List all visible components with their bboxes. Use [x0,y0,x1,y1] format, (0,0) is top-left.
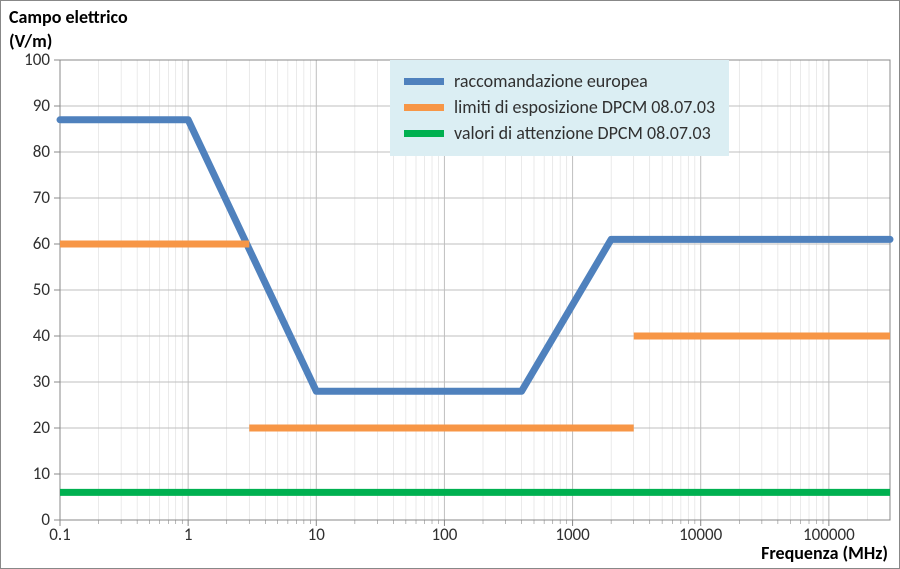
x-tick-label: 10 [276,524,356,545]
y-axis-title-line1: Campo elettrico [9,6,128,28]
legend-swatch [404,104,444,111]
legend-label: valori di attenzione DPCM 08.07.03 [454,122,711,144]
y-tick-label: 30 [33,371,50,392]
y-tick-label: 100 [24,49,50,70]
legend-label: limiti di esposizione DPCM 08.07.03 [454,96,715,118]
y-tick-label: 40 [33,325,50,346]
x-tick-label: 1000 [533,524,613,545]
y-tick-label: 60 [33,233,50,254]
y-tick-label: 70 [33,187,50,208]
y-tick-label: 90 [33,95,50,116]
legend-swatch [404,130,444,137]
legend-swatch [404,78,444,85]
x-tick-label: 100 [404,524,484,545]
y-tick-label: 50 [33,279,50,300]
legend-label: raccomandazione europea [454,70,648,92]
legend-item-raccomandazione: raccomandazione europea [404,70,715,92]
chart-container: Campo elettrico (V/m) Frequenza (MHz) ra… [0,0,900,569]
y-tick-label: 10 [33,463,50,484]
x-tick-label: 0.1 [20,524,100,545]
x-tick-label: 100000 [789,524,869,545]
y-tick-label: 80 [33,141,50,162]
x-tick-label: 1 [148,524,228,545]
series-raccomandazione [60,120,890,391]
legend-item-limiti: limiti di esposizione DPCM 08.07.03 [404,96,715,118]
legend-item-attenzione: valori di attenzione DPCM 08.07.03 [404,122,715,144]
legend: raccomandazione europea limiti di esposiz… [390,60,729,156]
x-tick-label: 10000 [661,524,741,545]
y-tick-label: 20 [33,417,50,438]
x-axis-title: Frequenza (MHz) [761,542,888,564]
